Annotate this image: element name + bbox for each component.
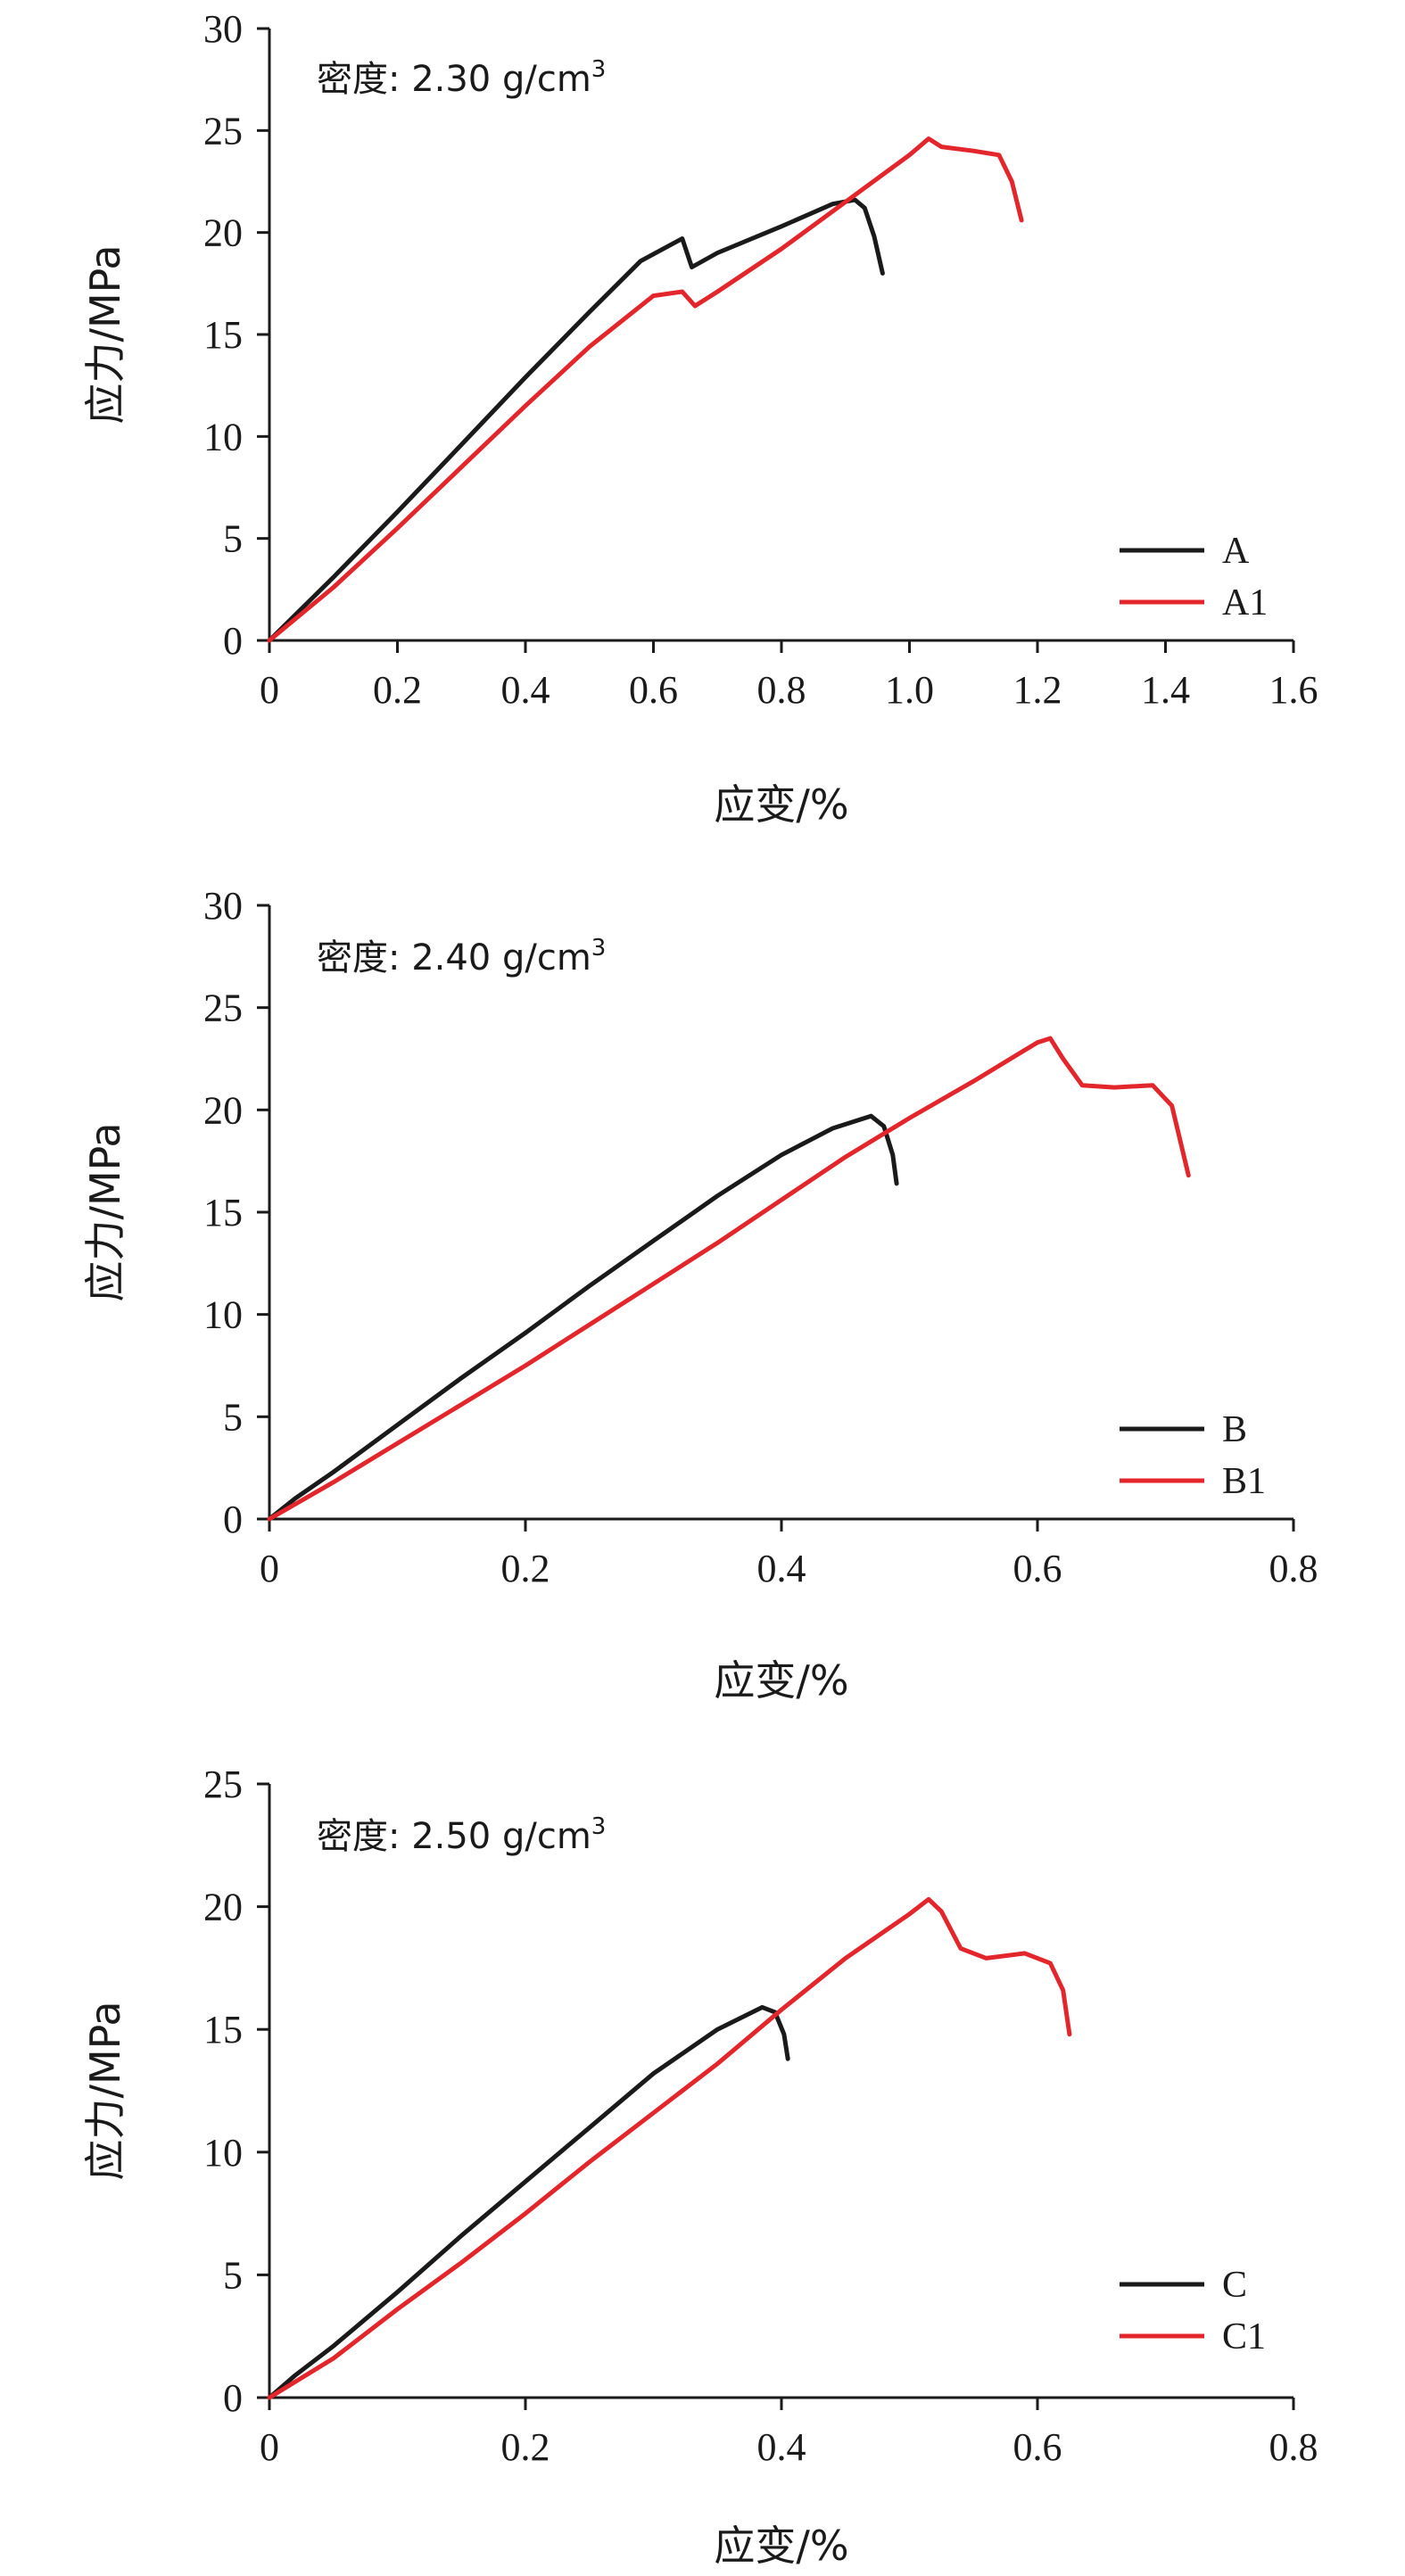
y-tick-label: 0 <box>223 619 243 663</box>
x-tick-label: 0 <box>260 2425 279 2469</box>
y-tick-label: 25 <box>203 987 243 1030</box>
legend: A A1 <box>1120 531 1268 623</box>
chart-panel-1: 0 0.2 0.4 0.6 0.8 1.0 1.2 1.4 1.6 0 5 10 15 20 25 30 密度… <box>81 7 1318 829</box>
y-axis-title: 应力/MPa <box>81 2001 129 2180</box>
y-tick-label: 20 <box>203 211 243 255</box>
x-tick-label: 1.0 <box>885 668 934 712</box>
x-tick-label: 0.4 <box>501 668 550 712</box>
y-tick-label: 15 <box>203 2008 243 2052</box>
series-line-C1 <box>267 1896 1072 2400</box>
series-line-B1 <box>267 1036 1191 1522</box>
series-line-C <box>267 2004 790 2400</box>
x-axis-title: 应变/% <box>714 2522 848 2570</box>
x-tick-label: 0.4 <box>757 2425 806 2469</box>
legend-label-A1: A1 <box>1222 582 1268 623</box>
legend-label-C: C <box>1222 2265 1247 2306</box>
y-tick-label: 25 <box>203 109 243 153</box>
x-tick-label: 1.6 <box>1269 668 1318 712</box>
y-tick-label: 30 <box>203 7 243 51</box>
x-tick-label: 1.4 <box>1141 668 1190 712</box>
y-axis-title: 应力/MPa <box>81 1122 129 1301</box>
y-tick-label: 30 <box>203 884 243 928</box>
x-tick-label: 0 <box>260 668 279 712</box>
legend-label-C1: C1 <box>1222 2316 1266 2357</box>
chart-panel-3: 0 0.2 0.4 0.6 0.8 0 5 10 15 20 25 密度: 2.50 g/cm3 应… <box>81 1763 1318 2570</box>
y-tick-label: 0 <box>223 2376 243 2420</box>
legend-label-B1: B1 <box>1222 1461 1266 1502</box>
x-tick-label: 0.2 <box>501 2425 550 2469</box>
x-tick-label: 0.4 <box>757 1547 806 1590</box>
y-tick-label: 0 <box>223 1498 243 1541</box>
y-tick-label: 20 <box>203 1088 243 1132</box>
series-line-B <box>267 1113 899 1522</box>
density-annotation: 密度: 2.30 g/cm3 <box>317 56 606 100</box>
x-tick-label: 0.6 <box>1013 2425 1062 2469</box>
x-axis-title: 应变/% <box>714 780 848 829</box>
series-line-A <box>267 197 885 643</box>
y-tick-label: 15 <box>203 313 243 357</box>
x-axis-title: 应变/% <box>714 1656 848 1705</box>
x-tick-label: 0 <box>260 1547 279 1590</box>
y-tick-label: 15 <box>203 1191 243 1234</box>
y-tick-label: 25 <box>203 1763 243 1806</box>
x-tick-label: 0.6 <box>1013 1547 1062 1590</box>
x-tick-label: 0.8 <box>757 668 806 712</box>
legend: C C1 <box>1120 2265 1266 2357</box>
density-annotation: 密度: 2.40 g/cm3 <box>317 935 606 978</box>
legend: B B1 <box>1120 1409 1266 1502</box>
x-tick-label: 0.8 <box>1269 1547 1318 1590</box>
y-tick-label: 10 <box>203 1293 243 1337</box>
y-tick-label: 5 <box>223 517 243 561</box>
series-line-A1 <box>267 136 1024 643</box>
y-tick-label: 10 <box>203 2131 243 2175</box>
x-tick-label: 0.2 <box>373 668 422 712</box>
legend-label-B: B <box>1222 1409 1247 1450</box>
density-annotation: 密度: 2.50 g/cm3 <box>317 1813 606 1857</box>
x-tick-label: 0.8 <box>1269 2425 1318 2469</box>
y-tick-label: 20 <box>203 1886 243 1929</box>
x-tick-label: 0.2 <box>501 1547 550 1590</box>
y-axis-title: 应力/MPa <box>81 244 129 424</box>
x-tick-label: 1.2 <box>1013 668 1062 712</box>
x-tick-label: 0.6 <box>629 668 678 712</box>
y-tick-label: 10 <box>203 415 243 458</box>
y-tick-label: 5 <box>223 2253 243 2297</box>
y-tick-label: 5 <box>223 1395 243 1439</box>
chart-panel-2: 0 0.2 0.4 0.6 0.8 0 5 10 15 20 25 30 密度: 2.40 g/cm3… <box>81 884 1318 1705</box>
legend-label-A: A <box>1222 531 1250 572</box>
